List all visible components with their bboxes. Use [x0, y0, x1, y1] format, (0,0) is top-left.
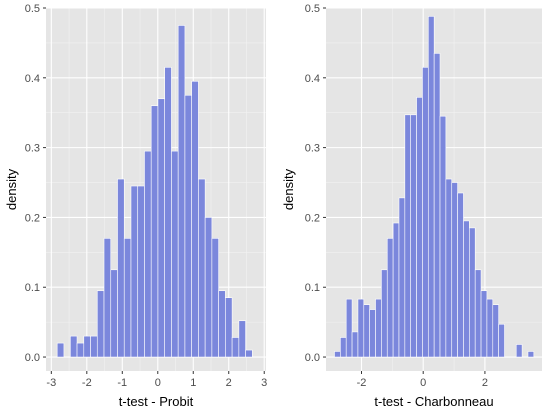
histogram-bar: [117, 178, 125, 358]
histogram-bar: [404, 114, 412, 358]
histogram-bar: [381, 269, 388, 358]
histogram-bar: [56, 342, 65, 358]
histogram-bar: [527, 351, 535, 358]
histogram-bar: [457, 192, 464, 358]
histogram-bar: [191, 80, 199, 358]
x-tick-label: 3: [261, 377, 267, 389]
histogram-bar: [515, 344, 523, 358]
x-tick-label: 0: [155, 377, 161, 389]
y-tick-label: 0.3: [25, 143, 40, 155]
x-tick-label: 2: [482, 377, 488, 389]
histogram-bar: [150, 105, 159, 358]
histogram-bar: [463, 220, 470, 358]
histogram-bar: [416, 97, 423, 358]
histogram-bar: [369, 309, 376, 358]
histogram-bars: [56, 25, 253, 358]
histogram-bar: [245, 349, 253, 358]
histogram-bar: [392, 222, 400, 358]
histogram-bar: [474, 269, 482, 358]
histogram-bar: [334, 351, 341, 358]
y-axis-title: density: [281, 168, 296, 210]
y-tick-label: 0.3: [305, 143, 320, 155]
x-axis-title: t-test - Charbonneau: [374, 394, 493, 409]
histogram-bar: [137, 185, 145, 358]
histogram-bar: [96, 290, 105, 358]
histogram-bar: [171, 150, 179, 358]
histogram-bar: [357, 298, 365, 358]
histogram-bar: [492, 304, 499, 358]
histogram-bar: [218, 290, 226, 358]
histogram-bar: [76, 342, 85, 358]
histogram-bar: [486, 298, 494, 358]
histogram-bar: [433, 53, 441, 358]
y-tick-label: 0.2: [305, 212, 320, 224]
axes: 0.0 0.1 0.2 0.3 0.4 0.5 -3 -2 -1 0 1 2 3: [25, 3, 268, 389]
histogram-bar: [340, 337, 347, 358]
histogram-bar: [70, 335, 78, 358]
y-tick-label: 0.4: [305, 73, 320, 85]
y-tick-label: 0.4: [25, 73, 40, 85]
x-tick-label: 1: [190, 377, 196, 389]
histogram-bar: [422, 67, 429, 358]
histogram-bar: [204, 217, 213, 358]
histogram-bar: [439, 115, 447, 358]
histogram-bar: [198, 178, 206, 358]
histogram-bar: [345, 298, 353, 358]
histogram-bar: [375, 298, 382, 358]
y-tick-label: 0.5: [25, 3, 40, 15]
charbonneau-histogram-panel: 0.0 0.1 0.2 0.3 0.4 0.5 -2 0 2 t-test - Charbonn…: [281, 3, 542, 409]
histogram-bar: [469, 227, 476, 358]
histogram-bar: [157, 98, 165, 358]
histogram-bars: [334, 16, 535, 358]
histogram-bar: [123, 238, 132, 358]
y-tick-label: 0.0: [305, 352, 320, 364]
y-tick-label: 0.0: [25, 352, 40, 364]
histogram-bar: [225, 297, 233, 358]
histogram-bar: [427, 16, 435, 358]
histogram-bar: [231, 337, 240, 358]
histogram-bar: [164, 67, 172, 358]
histogram-bar: [480, 290, 488, 358]
histogram-bar: [398, 197, 406, 358]
histogram-bar: [130, 185, 139, 358]
y-tick-label: 0.1: [305, 282, 320, 294]
histogram-bar: [386, 238, 394, 358]
histogram-bar: [144, 150, 152, 358]
histogram-bar: [110, 269, 118, 358]
histogram-bar: [410, 114, 417, 358]
histogram-bar: [83, 335, 91, 358]
histogram-bar: [177, 25, 186, 358]
x-tick-label: -2: [357, 377, 367, 389]
histogram-bar: [351, 331, 359, 358]
histogram-bar: [238, 320, 246, 358]
probit-histogram-panel: 0.0 0.1 0.2 0.3 0.4 0.5 -3 -2 -1 0 1 2 3 t-test - Pr…: [4, 3, 267, 409]
x-axis-title: t-test - Probit: [119, 394, 194, 409]
x-tick-label: 2: [226, 377, 232, 389]
histogram-bar: [211, 238, 219, 358]
y-tick-label: 0.1: [25, 282, 40, 294]
histogram-bar: [103, 238, 112, 358]
axes: 0.0 0.1 0.2 0.3 0.4 0.5 -2 0 2: [305, 3, 488, 389]
y-tick-label: 0.2: [25, 212, 40, 224]
histogram-bar: [498, 323, 505, 358]
x-tick-label: -3: [46, 377, 56, 389]
histogram-bar: [90, 335, 98, 358]
histogram-bar: [184, 94, 192, 358]
y-axis-title: density: [4, 168, 19, 210]
y-tick-label: 0.5: [305, 3, 320, 15]
histogram-bar: [451, 182, 458, 358]
histogram-bar: [363, 304, 370, 358]
histogram-bar: [445, 178, 453, 358]
x-tick-label: 0: [420, 377, 426, 389]
x-tick-label: -2: [82, 377, 92, 389]
x-tick-label: -1: [117, 377, 127, 389]
